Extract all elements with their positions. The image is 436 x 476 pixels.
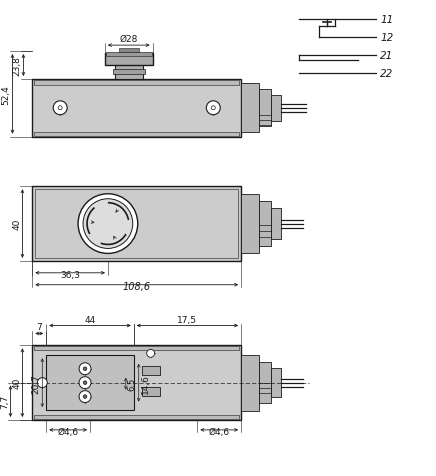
Bar [241,194,259,254]
Text: Ø28: Ø28 [119,35,138,44]
Circle shape [83,381,87,385]
Bar [259,90,271,127]
Bar [34,415,239,419]
Bar [142,387,160,396]
Bar [241,84,259,133]
Bar [34,81,239,86]
Circle shape [79,391,91,403]
Bar [115,64,143,80]
Text: 11: 11 [380,15,394,25]
Circle shape [211,107,215,110]
Text: 12: 12 [380,33,394,43]
Text: 7,7: 7,7 [0,394,10,408]
Text: 23,8: 23,8 [12,56,21,76]
Bar [241,355,259,411]
Circle shape [79,363,91,375]
Text: 17,5: 17,5 [177,315,198,324]
Text: 20,7: 20,7 [31,373,40,393]
Circle shape [146,349,155,357]
Circle shape [206,101,220,116]
Circle shape [53,101,67,116]
Circle shape [37,378,47,388]
Text: Ø4,6: Ø4,6 [209,427,230,436]
Text: 108,6: 108,6 [123,281,151,291]
Bar [106,53,152,57]
Bar [113,70,145,75]
Circle shape [83,199,133,249]
Circle shape [58,107,62,110]
Bar [259,202,271,247]
Bar [105,54,153,66]
Bar [271,208,281,240]
Text: 36,3: 36,3 [60,270,80,279]
Bar [119,49,139,53]
Bar [271,369,281,397]
Text: 7: 7 [37,323,42,332]
Text: 6,5: 6,5 [128,377,137,390]
Bar [259,362,271,403]
Text: 52,4: 52,4 [1,85,10,105]
Bar [271,96,281,121]
Text: 40: 40 [12,218,21,230]
Circle shape [83,395,87,398]
Text: Ø4,6: Ø4,6 [58,427,79,436]
Circle shape [83,367,87,371]
Bar [142,366,160,375]
Circle shape [78,194,138,254]
Bar [35,190,238,258]
Text: 14,6: 14,6 [141,373,150,393]
Bar [32,346,241,420]
Text: 22: 22 [380,69,394,79]
Circle shape [79,377,91,389]
Bar [34,347,239,351]
Bar [34,132,239,136]
Bar [32,80,241,137]
Bar [32,187,241,261]
Text: 44: 44 [85,315,95,324]
Bar [46,356,134,410]
Text: 40: 40 [12,377,21,388]
Text: 21: 21 [380,51,394,61]
